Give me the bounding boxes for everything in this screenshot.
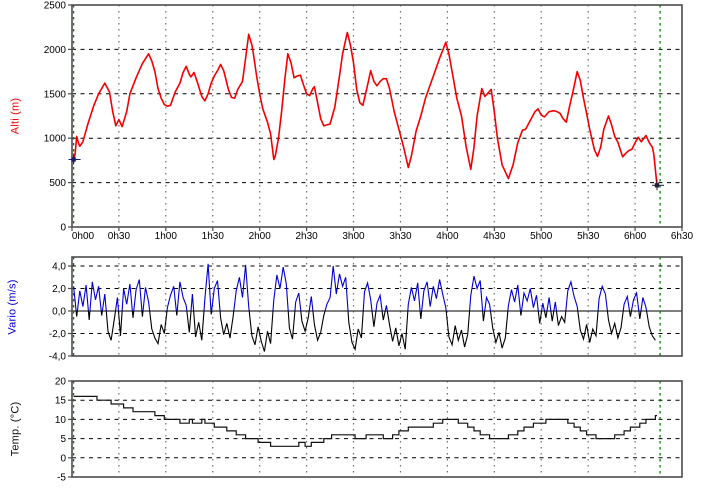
takeoff-marker: [68, 153, 81, 165]
y-tick-label: 4,0: [52, 262, 66, 273]
y-tick-label: -2,0: [49, 329, 67, 340]
x-tick-label: 4h00: [436, 231, 459, 242]
y-tick-label: 1000: [44, 134, 67, 145]
y-tick-label: -4,0: [49, 352, 67, 363]
vario-chart: 4,0 2,0 0,0 -2,0 -4,0: [49, 256, 683, 363]
y-tick-label: 0: [60, 453, 66, 464]
y-tick-label: 10: [55, 415, 67, 426]
x-tick-label: 0h00: [72, 231, 95, 242]
time-axis: 0h00 0h30 1h00 1h30 2h00 2h30 3h00 3h30 4h00 4h30…: [71, 227, 694, 242]
x-tick-label: 1h30: [202, 231, 225, 242]
x-tick-label: 5h00: [530, 231, 553, 242]
y-tick-label: 15: [55, 396, 67, 407]
y-tick-label: 0,0: [52, 307, 66, 318]
x-tick-label: 6h00: [624, 231, 647, 242]
y-tick-label: 2000: [44, 45, 67, 56]
temperature-plot-area[interactable]: [71, 380, 683, 478]
x-tick-label: 0h30: [108, 231, 131, 242]
x-tick-label: 1h00: [155, 231, 178, 242]
y-tick-label: 2500: [44, 1, 67, 12]
vario-trace-positive: [73, 263, 648, 311]
altitude-plot-area[interactable]: [71, 4, 683, 228]
x-tick-label: 6h30: [671, 231, 694, 242]
y-tick-label: -5: [57, 473, 66, 484]
vario-trace-negative: [75, 311, 656, 352]
y-tick-label: 5: [60, 434, 66, 445]
altitude-chart: 2500 2000 1500 1000 500 0: [44, 1, 683, 234]
y-tick-label: 0: [60, 223, 66, 234]
x-tick-label: 5h30: [577, 231, 600, 242]
x-tick-label: 4h30: [483, 231, 506, 242]
x-tick-label: 3h30: [389, 231, 412, 242]
x-tick-label: 3h00: [342, 231, 365, 242]
y-tick-label: 1500: [44, 89, 67, 100]
x-tick-label: 2h30: [295, 231, 318, 242]
y-tick-label: 2,0: [52, 284, 66, 295]
x-tick-label: 2h00: [249, 231, 272, 242]
temperature-trace: [73, 395, 657, 447]
vario-plot-area[interactable]: [71, 256, 683, 357]
altitude-trace: [72, 31, 658, 187]
y-tick-label: 500: [49, 178, 66, 189]
temperature-chart: 20 15 10 5 0 -5: [55, 377, 683, 484]
y-tick-label: 20: [55, 377, 67, 388]
landing-marker: [652, 179, 664, 191]
